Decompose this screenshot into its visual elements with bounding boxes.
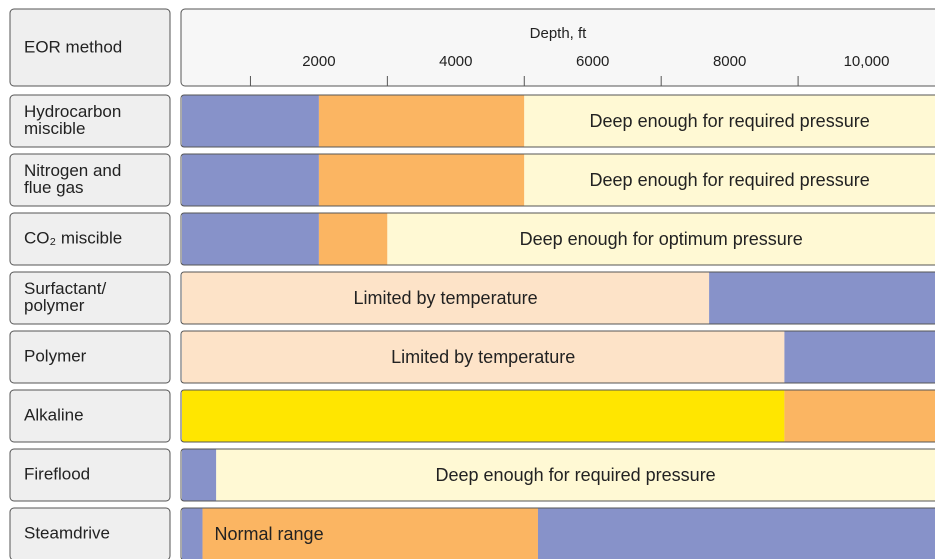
category-box xyxy=(9,94,171,148)
category-box xyxy=(9,271,171,325)
category-label: Nitrogen and xyxy=(24,161,121,180)
axis-box xyxy=(180,8,935,87)
x-tick-label: 2000 xyxy=(302,53,335,70)
bar-segment xyxy=(784,390,935,442)
bar-segment xyxy=(524,154,935,206)
bar-segment xyxy=(182,331,785,383)
bar-segment xyxy=(524,95,935,147)
x-tick-label: 8000 xyxy=(713,53,746,70)
category-label: miscible xyxy=(24,119,85,138)
bar-segment xyxy=(318,95,525,147)
category-header: EOR method xyxy=(24,37,122,56)
category-box xyxy=(9,330,171,384)
category-label: Alkaline xyxy=(24,405,84,424)
x-axis-label: Depth, ft xyxy=(530,25,588,42)
bar-segment xyxy=(182,508,203,559)
bar-segment xyxy=(318,154,525,206)
segment-label: Deep enough for optimum pressure xyxy=(520,229,803,249)
x-tick-label: 10,000 xyxy=(844,53,890,70)
row-frame xyxy=(180,330,935,384)
category-box xyxy=(9,507,171,559)
bar-segment xyxy=(216,449,935,501)
bar-segment xyxy=(784,331,935,383)
category-label: Hydrocarbon xyxy=(24,102,121,121)
x-tick-label: 4000 xyxy=(439,53,472,70)
row-frame xyxy=(180,389,935,443)
row-frame xyxy=(180,448,935,502)
segment-label: Deep enough for required pressure xyxy=(590,170,870,190)
row-frame xyxy=(180,507,935,559)
bar-segment xyxy=(182,95,319,147)
category-label: Surfactant/ xyxy=(24,279,106,298)
header-box xyxy=(9,8,171,87)
category-label: polymer xyxy=(24,296,85,315)
row-frame xyxy=(180,271,935,325)
bar-segment xyxy=(537,508,935,559)
bar-segment xyxy=(182,272,710,324)
bar-segment xyxy=(182,449,217,501)
bar-segment xyxy=(318,213,388,265)
row-frame xyxy=(180,153,935,207)
bar-segment xyxy=(202,508,538,559)
category-box xyxy=(9,448,171,502)
bar-segment xyxy=(182,213,319,265)
bar-segment xyxy=(387,213,935,265)
segment-label: Normal range xyxy=(215,524,324,544)
row-frame xyxy=(180,94,935,148)
segment-label: Deep enough for required pressure xyxy=(436,465,716,485)
x-tick-label: 6000 xyxy=(576,53,609,70)
segment-label: Limited by temperature xyxy=(354,288,538,308)
category-label: CO₂ miscible xyxy=(24,228,122,247)
category-box xyxy=(9,153,171,207)
category-label: Steamdrive xyxy=(24,523,110,542)
segment-label: Deep enough for required pressure xyxy=(590,111,870,131)
row-frame xyxy=(180,212,935,266)
bar-segment xyxy=(182,390,785,442)
segment-label: Limited by temperature xyxy=(391,347,575,367)
category-box xyxy=(9,212,171,266)
category-label: Polymer xyxy=(24,346,87,365)
category-label: Fireflood xyxy=(24,464,90,483)
bar-segment xyxy=(182,154,319,206)
bar-segment xyxy=(709,272,935,324)
category-box xyxy=(9,389,171,443)
category-label: flue gas xyxy=(24,178,84,197)
